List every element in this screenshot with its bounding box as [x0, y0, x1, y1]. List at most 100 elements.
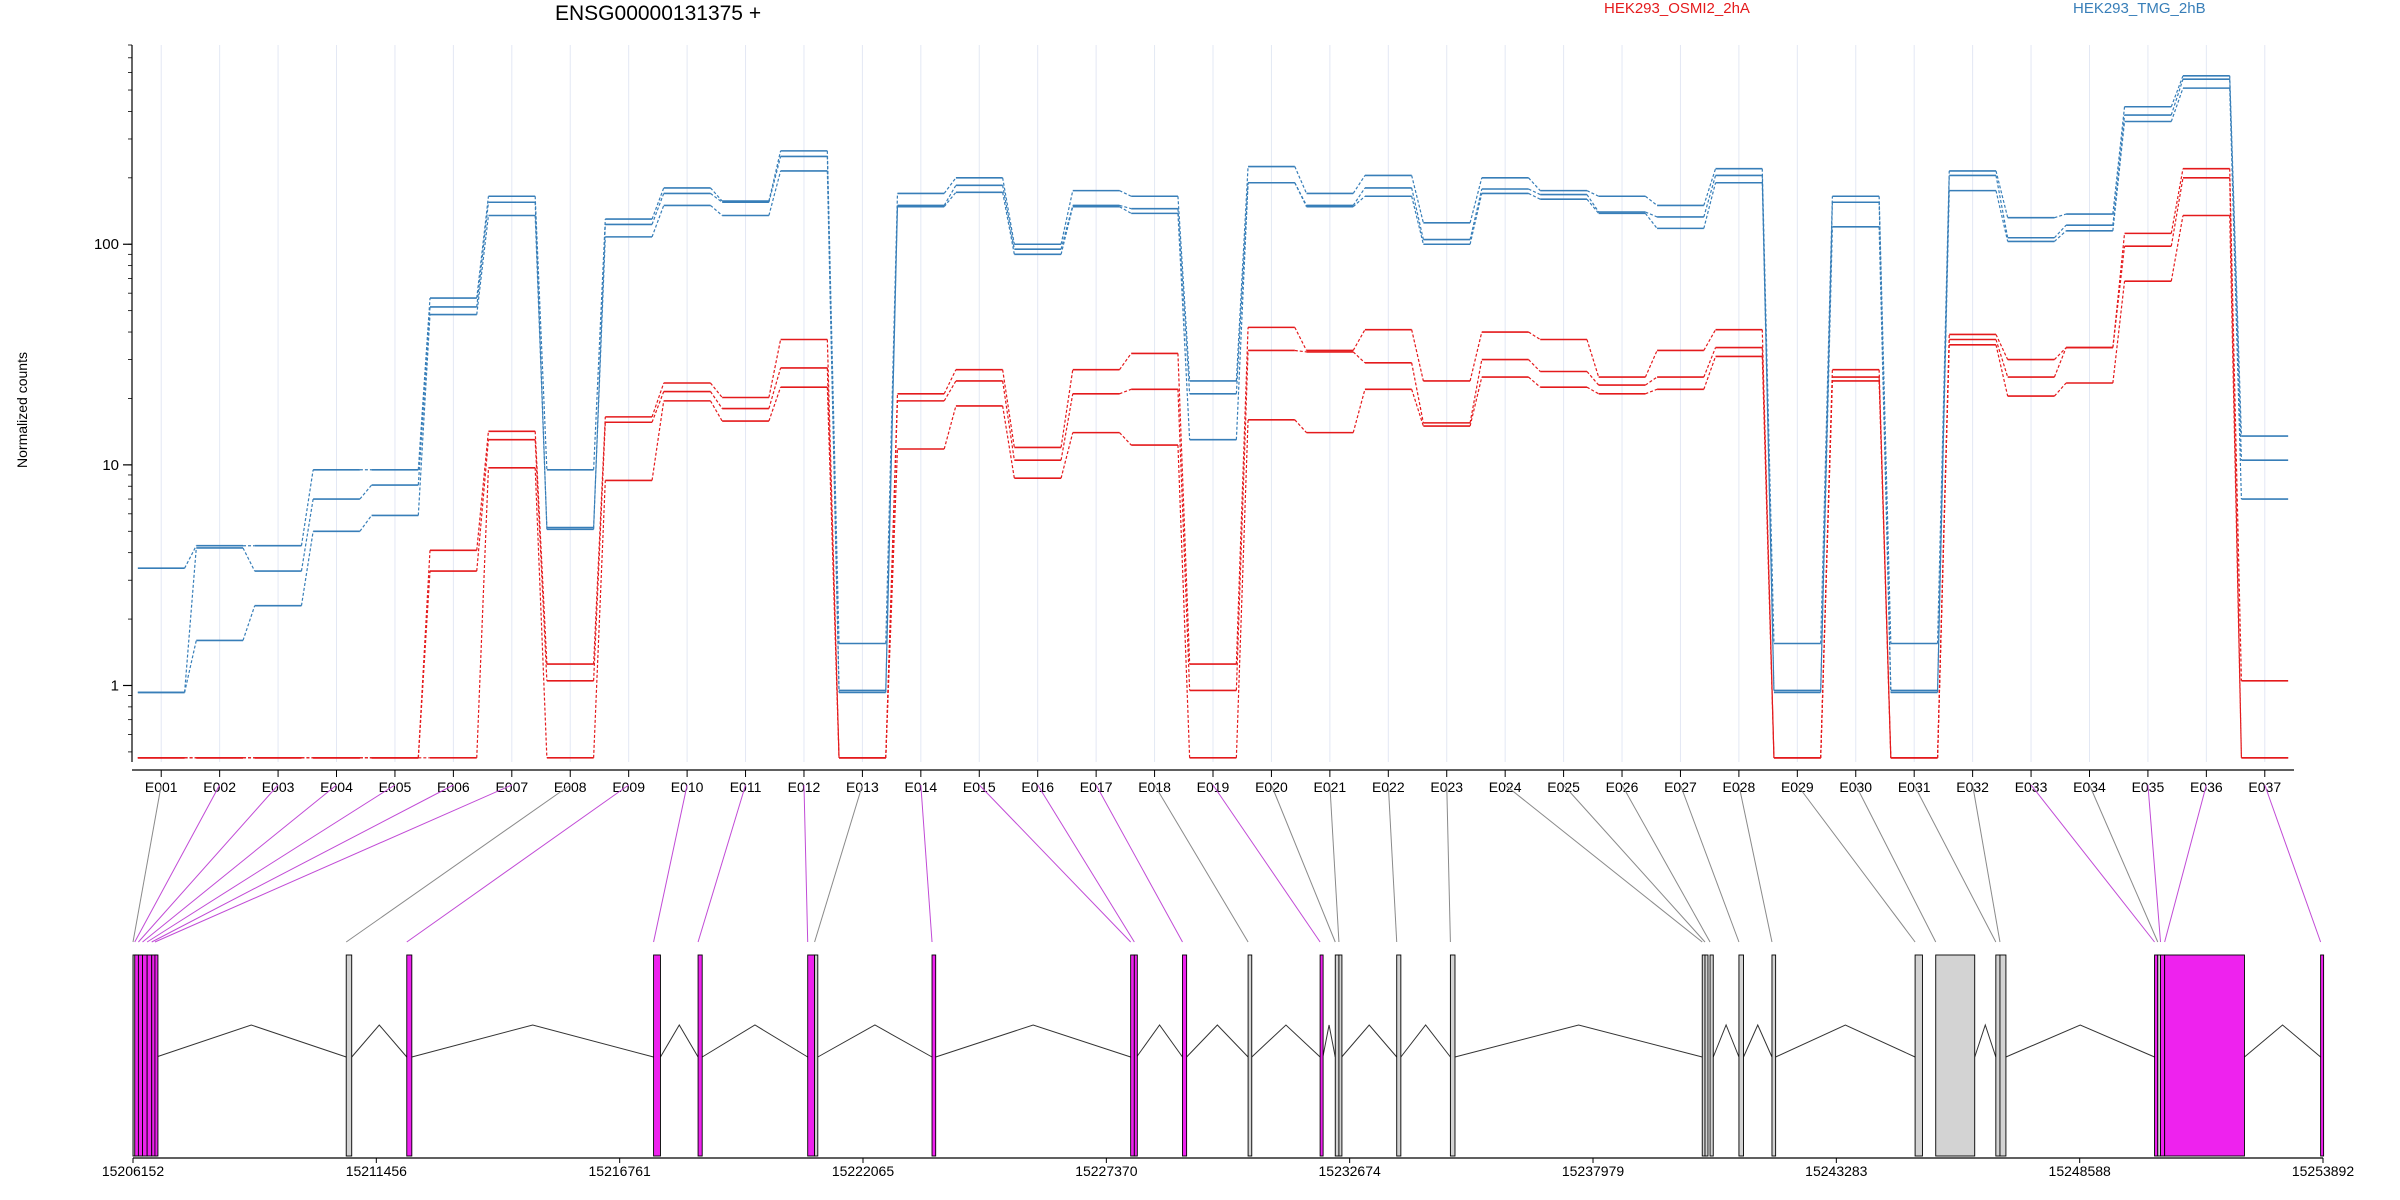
x-tick-label: E026	[1606, 779, 1639, 795]
series-connector	[242, 547, 256, 572]
intron-line	[1974, 1023, 1997, 1058]
series-connector	[1469, 331, 1483, 382]
series-connector	[1235, 182, 1249, 440]
exon-connector-line	[1855, 784, 1937, 943]
series-connector	[476, 439, 490, 572]
series-connector	[593, 236, 606, 528]
exon-box	[406, 954, 413, 1157]
intron-line	[935, 1024, 1131, 1058]
series-connector	[709, 391, 723, 409]
series-connector	[1586, 198, 1600, 214]
series-connector	[417, 306, 431, 486]
exon-box	[1704, 954, 1709, 1157]
series-connector	[2170, 168, 2184, 234]
exon-box	[1396, 954, 1402, 1157]
exon-connector-line	[2147, 784, 2162, 943]
series-connector	[710, 204, 723, 216]
exon-connector-line	[1387, 784, 1398, 943]
series-connector	[2112, 115, 2126, 226]
series-connector	[476, 431, 490, 551]
series-connector	[1995, 339, 2009, 378]
series-connector	[1528, 331, 1541, 341]
exon-connector-line	[1738, 784, 1773, 943]
series-connector	[651, 205, 665, 238]
series-connector	[768, 367, 782, 409]
exon-connector-line	[1913, 784, 1997, 943]
series-connector	[593, 422, 606, 681]
exon-box	[2154, 954, 2159, 1157]
series-connector	[1995, 190, 2009, 242]
series-connector	[1411, 389, 1424, 427]
chart-title: ENSG00000131375 +	[555, 2, 762, 25]
series-connector	[2054, 230, 2067, 242]
series-connector	[1411, 175, 1424, 224]
exon-connector-line	[920, 784, 933, 943]
exon-box	[345, 954, 353, 1157]
series-connector	[417, 571, 431, 758]
exon-box	[1182, 954, 1188, 1157]
genomic-coordinate-label: 15216761	[589, 1163, 652, 1179]
exon-connector-line	[814, 784, 863, 943]
exon-connector-line	[2089, 784, 2159, 943]
legend-series-tmg: HEK293_TMG_2hB	[2073, 0, 2206, 17]
series-connector	[1586, 194, 1600, 213]
exon-connector-line	[1621, 784, 1711, 943]
series-connector	[1703, 347, 1717, 378]
exon-connector-line	[1446, 784, 1451, 943]
series-connector	[1703, 356, 1717, 390]
exon-box	[1338, 954, 1343, 1157]
series-connector	[710, 187, 723, 202]
exon-connector-line	[1796, 784, 1916, 943]
series-connector	[1177, 196, 1191, 382]
series-connector	[183, 547, 197, 693]
exon-box	[1999, 954, 2007, 1157]
series-connector	[184, 640, 197, 693]
exon-connector-line	[1154, 784, 1249, 943]
series-connector	[1469, 188, 1483, 240]
exon-connector-line	[978, 784, 1132, 943]
exon-connector-line	[1212, 784, 1321, 943]
x-tick-label: E019	[1197, 779, 1230, 795]
exon-box	[2160, 954, 2166, 1157]
series-connector	[593, 480, 606, 758]
series-connector	[1469, 359, 1483, 423]
series-connector	[534, 439, 548, 681]
series-connector	[534, 467, 548, 758]
series-connector	[943, 177, 957, 194]
series-connector	[826, 387, 840, 758]
exon-connector-line	[1037, 784, 1135, 943]
series-connector	[2112, 233, 2126, 348]
grid-layer	[160, 45, 2266, 762]
y-axis-label: Normalized counts	[14, 352, 30, 468]
series-connector	[1936, 170, 1950, 644]
x-tick-label: E025	[1547, 779, 1580, 795]
series-connector	[1820, 202, 1833, 691]
x-tick-label: E011	[730, 779, 762, 795]
series-connector	[1294, 327, 1308, 351]
series-connector	[1878, 226, 1892, 693]
series-connector	[943, 405, 957, 450]
series-connector	[1177, 353, 1191, 665]
series-connector	[1411, 329, 1424, 382]
series-connector	[1060, 369, 1074, 448]
series-connector	[1645, 195, 1658, 206]
series-connector	[1060, 206, 1074, 255]
exon-box	[1247, 954, 1253, 1157]
series-connector	[300, 531, 314, 606]
series-connector	[1586, 339, 1600, 378]
series-connector	[1528, 177, 1541, 192]
series-connector	[1060, 393, 1074, 461]
x-tick-label: E024	[1489, 779, 1522, 795]
exon-connector-line	[2264, 784, 2322, 943]
x-tick-label: E007	[495, 779, 528, 795]
x-tick-label: E004	[320, 779, 353, 795]
x-tick-label: E005	[379, 779, 412, 795]
genomic-coordinate-label: 15237979	[1562, 1163, 1625, 1179]
series-connector	[1177, 389, 1191, 691]
series-connector	[1119, 204, 1132, 210]
series-connector	[709, 400, 723, 422]
x-tick-label: E034	[2073, 779, 2106, 795]
series-connector	[1703, 329, 1717, 351]
exon-connector-line	[132, 784, 162, 943]
